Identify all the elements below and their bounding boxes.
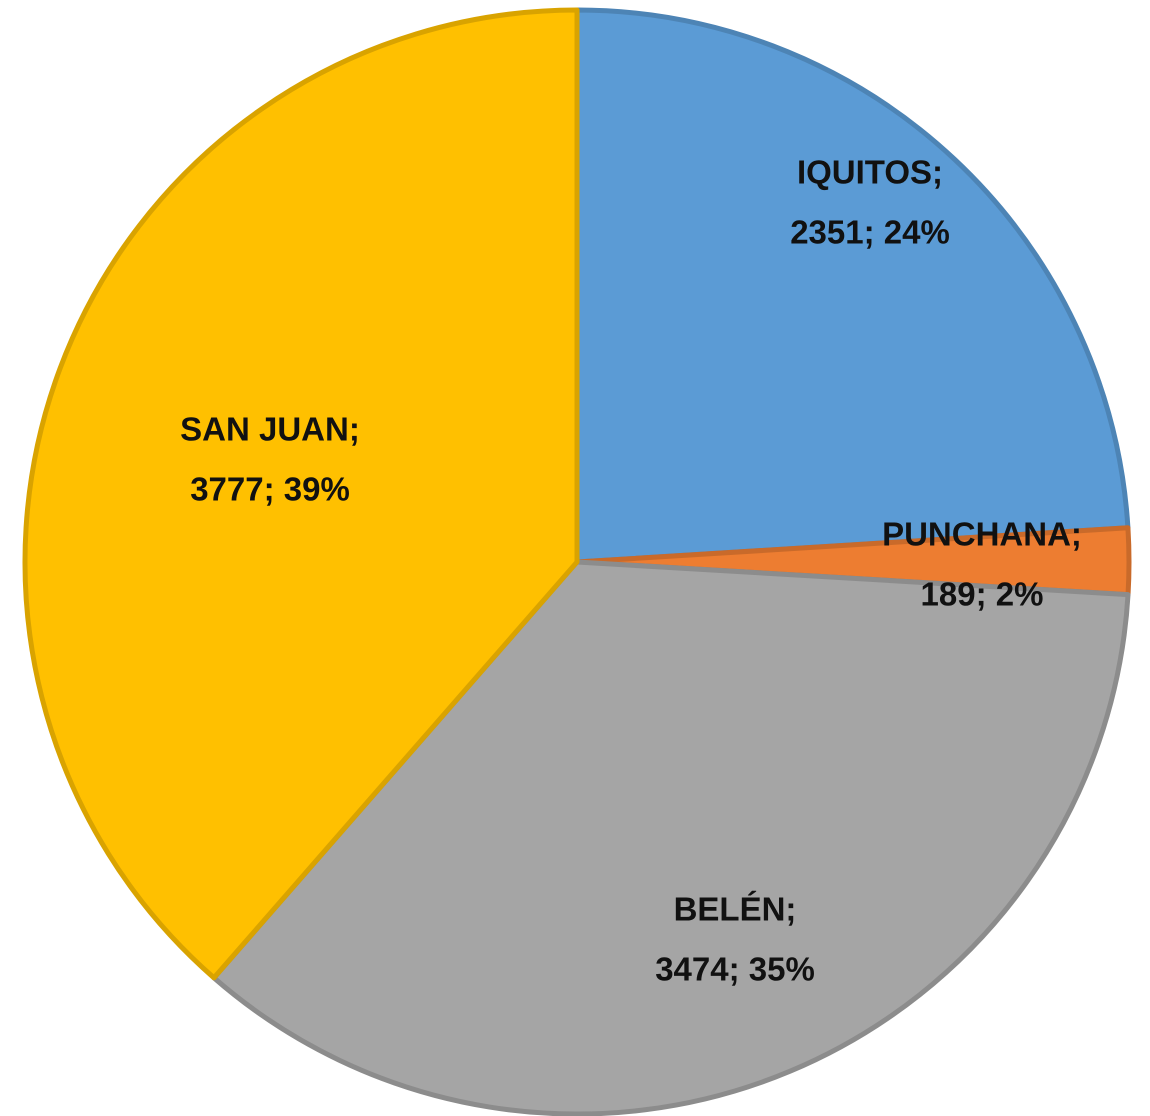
pie-slice bbox=[574, 7, 1131, 565]
data-label: IQUITOS; bbox=[797, 154, 943, 191]
data-label: 3777; 39% bbox=[190, 471, 350, 508]
data-label: BELÉN; bbox=[674, 891, 797, 928]
pie-slice bbox=[22, 7, 580, 981]
data-label: 189; 2% bbox=[921, 576, 1044, 613]
data-label: PUNCHANA; bbox=[882, 516, 1082, 553]
data-label: 3474; 35% bbox=[655, 951, 815, 988]
data-label: SAN JUAN; bbox=[180, 411, 360, 448]
pie-slice bbox=[211, 559, 1131, 1116]
data-label: 2351; 24% bbox=[790, 214, 950, 251]
